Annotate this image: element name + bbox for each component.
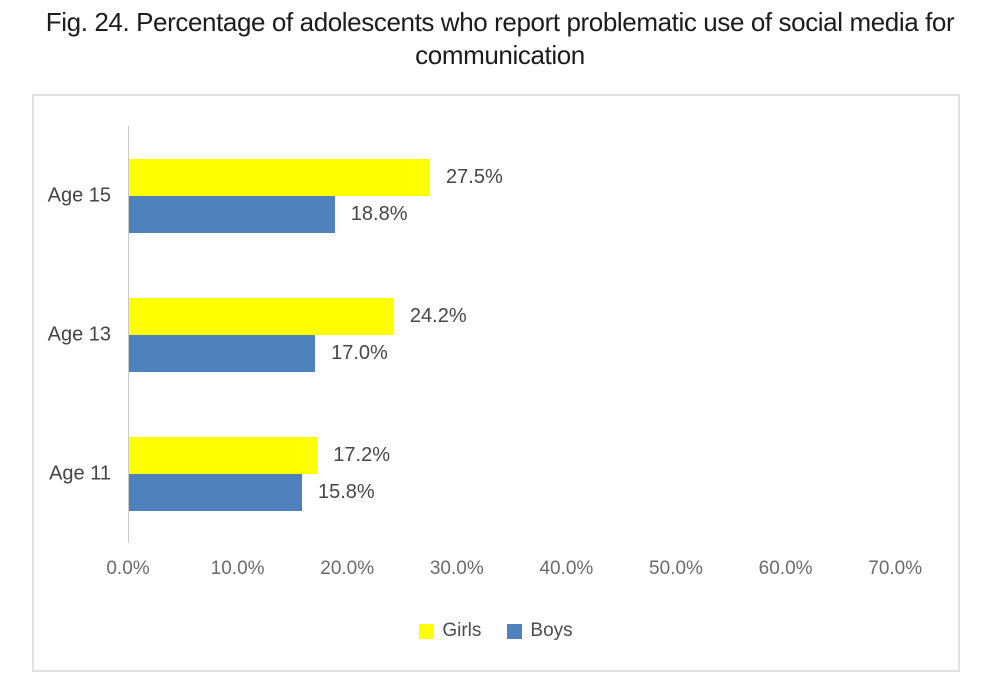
x-axis-tick: 40.0%: [539, 558, 594, 579]
value-label: 18.8%: [350, 202, 408, 225]
bar-girls-age-15: [129, 158, 431, 196]
value-label: 24.2%: [409, 304, 467, 327]
chart-area: Age 15 27.5% 18.8% Age 13 24.2% 17.0% Age 11 17…: [32, 94, 960, 672]
bar-line: 15.8%: [129, 473, 950, 511]
x-axis-tick: 60.0%: [758, 558, 813, 579]
value-label: 17.2%: [333, 443, 390, 466]
bar-girls-age-13: [129, 297, 394, 335]
category-label: Age 15: [47, 184, 111, 206]
legend-item-boys: Boys: [507, 620, 573, 642]
category-label: Age 13: [47, 323, 111, 345]
x-axis-tick: 30.0%: [429, 558, 484, 579]
legend-swatch-girls: [419, 623, 435, 639]
figure-title: Fig. 24. Percentage of adolescents who r…: [45, 7, 955, 70]
legend-swatch-boys: [507, 623, 523, 639]
legend-label: Girls: [442, 620, 482, 641]
x-axis-tick: 0.0%: [106, 558, 150, 579]
bar-group-age-11: Age 11 17.2% 15.8%: [49, 404, 950, 543]
legend: Girls Boys: [34, 620, 958, 642]
bar-group-age-15: Age 15 27.5% 18.8%: [48, 126, 950, 265]
x-axis-tick: 20.0%: [320, 558, 375, 579]
x-axis-tick: 50.0%: [649, 558, 703, 579]
bar-line: 18.8%: [129, 195, 950, 233]
value-label: 15.8%: [317, 480, 375, 503]
bar-line: 24.2%: [129, 297, 950, 335]
bar-boys-age-13: [129, 334, 316, 372]
legend-label: Boys: [530, 620, 573, 641]
x-axis-tick: 10.0%: [210, 558, 265, 579]
value-label: 17.0%: [331, 341, 388, 364]
legend-item-girls: Girls: [419, 620, 481, 642]
bar-group-age-13: Age 13 24.2% 17.0%: [48, 265, 950, 404]
category-label: Age 11: [49, 462, 111, 484]
bar-line: 17.0%: [129, 334, 950, 372]
bar-girls-age-11: [129, 436, 318, 474]
bar-boys-age-15: [129, 195, 335, 233]
bar-line: 27.5%: [129, 158, 950, 196]
bar-line: 17.2%: [129, 436, 950, 474]
x-axis-tick: 70.0%: [868, 558, 923, 579]
bar-boys-age-11: [129, 473, 302, 511]
x-axis: 0.0% 10.0% 20.0% 30.0% 40.0% 50.0% 60.0% 70.0%: [106, 558, 950, 586]
plot-area: Age 15 27.5% 18.8% Age 13 24.2% 17.0% Age 11 17…: [48, 126, 950, 543]
value-label: 27.5%: [446, 165, 503, 188]
